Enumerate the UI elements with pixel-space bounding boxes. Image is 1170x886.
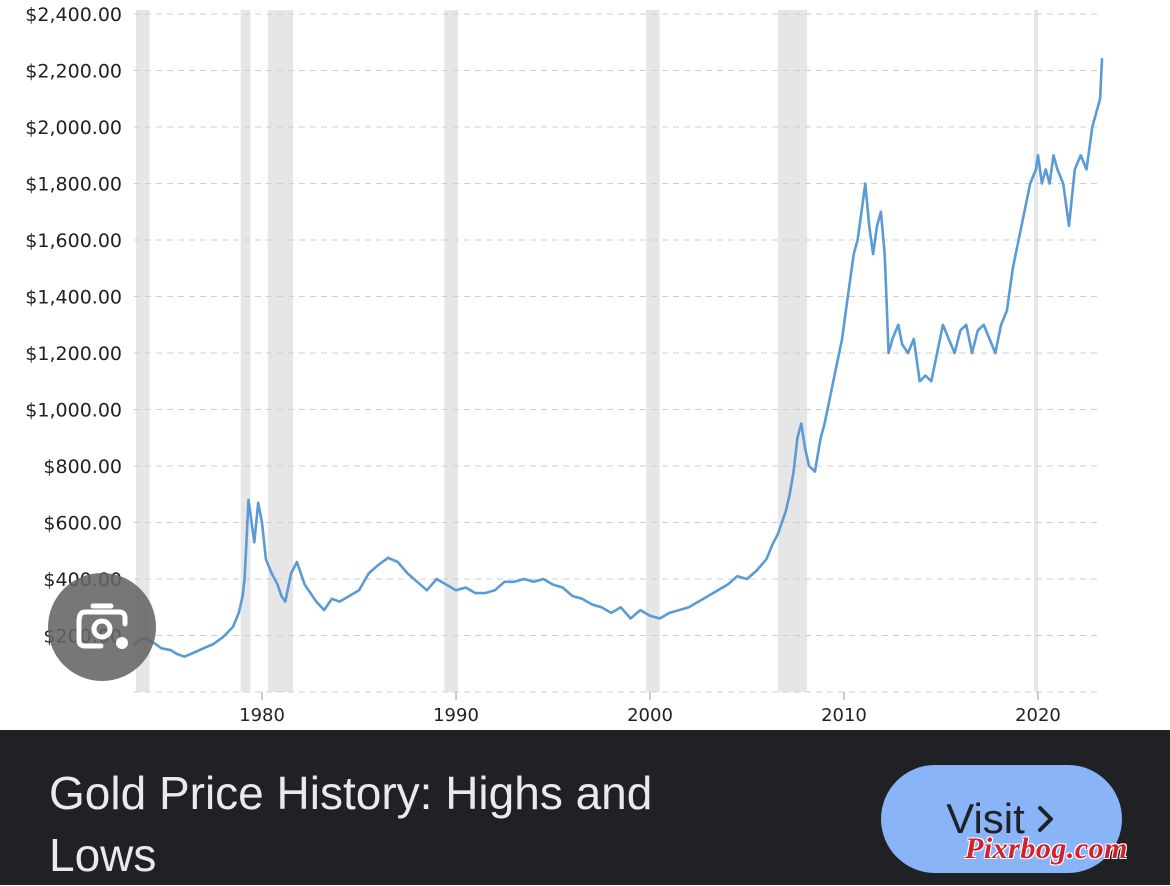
recession-band-4 (646, 10, 660, 692)
grid-lines (134, 13, 1102, 636)
x-tick-label: 1990 (433, 705, 479, 726)
y-tick-label: $2,400.00 (25, 4, 122, 26)
recession-band-6 (1034, 10, 1038, 692)
series (132, 57, 1104, 659)
y-tick-label: $800.00 (43, 456, 122, 478)
y-tick-label: $2,000.00 (25, 117, 122, 139)
result-title: Gold Price History: Highs and Lows (49, 767, 653, 881)
chart-area: $2,400.00 $2,200.00 $2,000.00 $1,800.00 $1,6… (25, 4, 1104, 726)
gold-price-chart: $2,400.00 $2,200.00 $2,000.00 $1,800.00 $1,6… (25, 4, 1104, 726)
recession-band-1 (240, 10, 251, 692)
x-tick-label: 2010 (821, 705, 867, 726)
x-tick-label: 2020 (1015, 705, 1061, 726)
y-tick-label: $1,800.00 (25, 174, 122, 196)
visit-button[interactable]: Visit (881, 765, 1122, 873)
google-lens-button[interactable] (48, 573, 156, 681)
y-tick-label: $1,000.00 (25, 400, 122, 422)
watermark: Pixrbog.com (965, 832, 1128, 865)
google-lens-icon (76, 603, 128, 649)
y-tick-label: $600.00 (43, 513, 122, 535)
x-tick-labels: 1980 1990 2000 2010 2020 (239, 692, 1061, 726)
recession-band-0 (135, 10, 150, 692)
gold-price-line (132, 57, 1104, 659)
shaded-periods (135, 10, 1038, 692)
x-tick-label: 1980 (239, 705, 285, 726)
y-tick-labels: $2,400.00 $2,200.00 $2,000.00 $1,800.00 $1,6… (25, 4, 122, 648)
y-tick-label: $1,600.00 (25, 230, 122, 252)
x-tick-label: 2000 (627, 705, 673, 726)
recession-band-5 (778, 10, 808, 692)
visit-label: Visit (946, 795, 1025, 842)
chevron-right-icon (1037, 806, 1053, 832)
recession-band-3 (444, 10, 458, 692)
y-tick-label: $1,200.00 (25, 343, 122, 365)
y-tick-label: $2,200.00 (25, 61, 122, 83)
y-tick-label: $1,400.00 (25, 287, 122, 309)
